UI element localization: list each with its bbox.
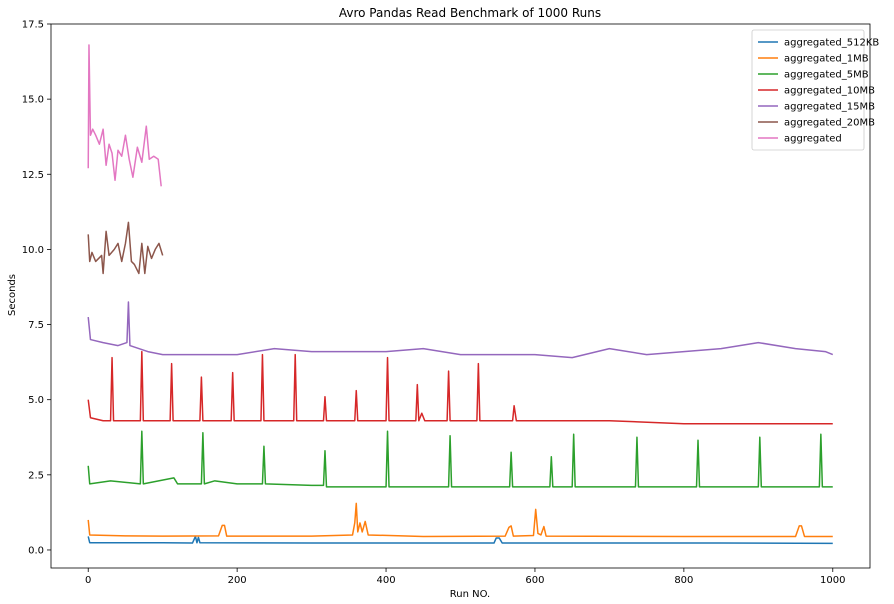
legend-label: aggregated: [784, 134, 842, 145]
legend: aggregated_512KB aggregated_1MB aggregated…: [751, 29, 879, 151]
x-tick-label: 1000: [820, 575, 845, 586]
legend-label: aggregated_15MB: [784, 102, 875, 113]
y-axis-label: Seconds: [7, 274, 18, 316]
x-axis-label: Run NO.: [450, 589, 490, 600]
chart-title: Avro Pandas Read Benchmark of 1000 Runs: [339, 6, 601, 20]
series-line-aggregated_10MB: [87, 350, 833, 425]
y-tick-label: 7.5: [28, 320, 44, 331]
y-tick-label: 15.0: [22, 95, 44, 106]
legend-label: aggregated_5MB: [784, 70, 869, 81]
legend-label: aggregated_512KB: [784, 38, 879, 49]
x-tick-label: 0: [85, 575, 91, 586]
y-tick-label: 17.5: [22, 20, 44, 31]
axes-frame: [50, 23, 871, 569]
series-line-aggregated_1MB: [87, 502, 833, 538]
y-tick-label: 2.5: [28, 470, 44, 481]
x-tick-label: 800: [674, 575, 693, 586]
x-tick-label: 600: [525, 575, 544, 586]
x-tick-label: 200: [228, 575, 247, 586]
plot-area: [50, 23, 871, 569]
y-axis: 0.0 2.5 5.0 7.5 10.0 12.5 15.0 17.5: [22, 20, 51, 556]
y-tick-label: 10.0: [22, 245, 44, 256]
series-line-aggregated_20MB: [87, 221, 164, 275]
x-tick-label: 400: [376, 575, 395, 586]
legend-label: aggregated_20MB: [784, 118, 875, 129]
series-line-aggregated_15MB: [87, 301, 834, 359]
legend-box: [751, 29, 865, 151]
legend-label: aggregated_10MB: [784, 86, 875, 97]
x-axis: 0 200 400 600 800 1000: [85, 568, 845, 586]
series-line-aggregated: [87, 44, 162, 187]
y-tick-label: 12.5: [22, 170, 44, 181]
series-line-aggregated_5MB: [87, 430, 833, 488]
legend-label: aggregated_1MB: [784, 54, 869, 65]
y-tick-label: 0.0: [28, 545, 44, 556]
y-tick-label: 5.0: [28, 395, 44, 406]
series-line-aggregated_512KB: [87, 535, 833, 545]
